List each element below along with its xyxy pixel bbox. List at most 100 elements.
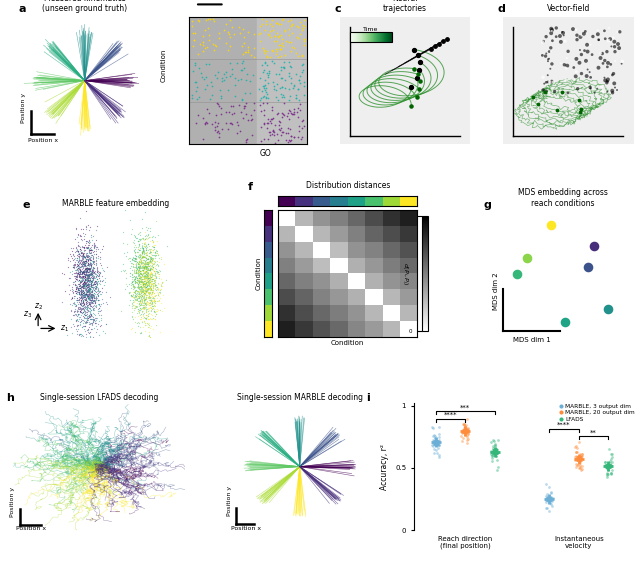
Point — [206, 78, 216, 87]
Point — [80, 292, 90, 301]
Point — [145, 275, 156, 284]
Point — [139, 248, 149, 257]
Point — [138, 251, 148, 260]
Point — [76, 282, 86, 291]
Point — [77, 236, 88, 245]
Point — [81, 299, 91, 308]
Point — [84, 312, 95, 321]
Point — [86, 273, 97, 282]
Point — [76, 267, 86, 276]
Point — [239, 38, 249, 47]
Point — [140, 282, 150, 291]
Point — [134, 270, 144, 279]
Point — [90, 316, 100, 325]
Point — [81, 282, 92, 291]
Point — [136, 258, 146, 267]
Point — [77, 269, 87, 278]
Point — [143, 305, 154, 314]
Point — [216, 92, 227, 101]
Point — [90, 268, 100, 278]
Point — [131, 291, 141, 300]
Point — [431, 441, 441, 450]
Point — [85, 264, 95, 273]
Point — [149, 294, 159, 303]
Point — [87, 281, 97, 290]
Point — [84, 265, 95, 274]
Point — [85, 299, 95, 308]
Point — [76, 295, 86, 304]
Point — [143, 274, 153, 283]
Point — [295, 106, 305, 115]
Point — [139, 268, 149, 277]
Point — [79, 272, 90, 281]
Point — [68, 260, 78, 269]
Point — [145, 252, 155, 261]
Point — [221, 108, 231, 117]
Point — [230, 81, 240, 90]
Point — [463, 425, 474, 434]
Point — [88, 333, 99, 342]
Point — [145, 283, 156, 292]
Point — [87, 341, 97, 350]
Point — [138, 275, 148, 284]
Point — [596, 82, 607, 91]
Point — [123, 254, 133, 263]
Point — [140, 317, 150, 326]
Point — [97, 276, 108, 285]
Point — [188, 67, 198, 76]
Point — [134, 267, 144, 276]
Point — [77, 315, 87, 324]
Point — [138, 256, 148, 265]
Point — [76, 263, 86, 272]
Point — [602, 460, 612, 469]
Point — [95, 254, 105, 263]
Point — [70, 306, 81, 315]
Point — [81, 236, 92, 245]
Point — [77, 255, 88, 264]
Point — [148, 286, 158, 295]
Point — [140, 263, 150, 272]
Point — [488, 435, 499, 445]
Point — [76, 277, 86, 286]
Point — [215, 85, 225, 94]
Point — [139, 268, 149, 277]
Point — [140, 239, 150, 248]
Point — [75, 264, 85, 274]
Point — [77, 307, 88, 316]
Point — [93, 292, 103, 301]
Point — [134, 239, 145, 249]
Point — [70, 300, 80, 309]
Point — [92, 245, 102, 254]
Point — [148, 254, 159, 263]
Point — [126, 261, 136, 270]
Point — [129, 294, 140, 303]
Point — [289, 133, 300, 142]
Point — [87, 290, 97, 299]
Point — [129, 285, 140, 294]
Point — [142, 276, 152, 285]
Point — [83, 255, 93, 264]
Point — [237, 58, 248, 67]
Point — [75, 307, 85, 316]
Point — [544, 495, 554, 504]
Point — [141, 254, 152, 263]
Point — [147, 301, 157, 310]
Point — [79, 311, 90, 320]
Point — [607, 449, 617, 458]
Point — [148, 282, 158, 291]
Point — [85, 270, 95, 279]
Point — [86, 298, 97, 307]
Point — [81, 281, 91, 290]
Point — [87, 290, 97, 299]
Point — [143, 279, 153, 288]
Point — [140, 319, 150, 328]
Point — [78, 307, 88, 316]
Point — [533, 100, 543, 109]
Point — [140, 238, 150, 247]
Point — [543, 56, 553, 66]
Point — [86, 311, 97, 320]
Point — [143, 278, 154, 287]
Point — [227, 119, 237, 128]
Point — [78, 304, 88, 313]
Point — [570, 452, 580, 461]
